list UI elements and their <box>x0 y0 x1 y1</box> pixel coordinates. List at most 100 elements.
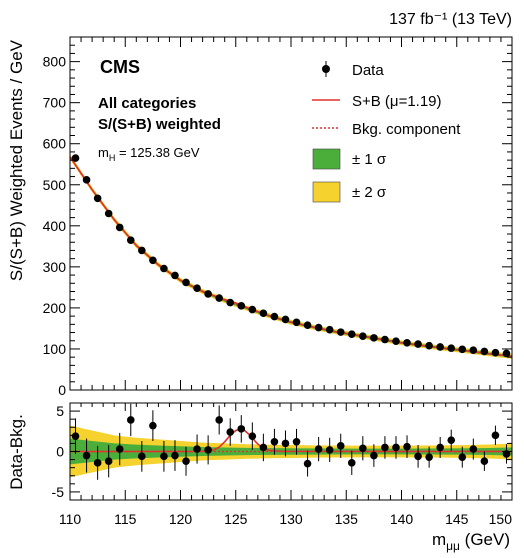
ratio-data-point <box>226 428 235 436</box>
legend-label-bkg: Bkg. component <box>352 121 461 138</box>
main-y-tick-label: 600 <box>43 136 67 152</box>
ratio-data-point <box>104 457 113 466</box>
ratio-data-point <box>425 453 433 461</box>
x-tick-label: 125 <box>224 511 248 527</box>
ratio-data-points <box>71 403 511 480</box>
main-band-2sigma <box>70 154 512 359</box>
ratio-data-point <box>325 446 334 454</box>
main-data-point <box>336 328 345 336</box>
category-label-line1: All categories <box>98 95 196 112</box>
category-label-line2: S/(S+B) weighted <box>98 116 221 133</box>
x-tick-label: 135 <box>335 511 359 527</box>
main-data-point <box>193 284 201 293</box>
main-data-point <box>93 194 102 203</box>
x-tick-label: 145 <box>445 511 469 527</box>
legend-item-data: Data <box>322 61 384 79</box>
x-tick-label: 140 <box>390 511 414 527</box>
main-band-1sigma <box>70 155 512 358</box>
ratio-data-point <box>336 442 345 450</box>
main-y-tick-label: 400 <box>43 218 67 234</box>
luminosity-label: 137 fb⁻¹ (13 TeV) <box>389 11 512 28</box>
main-data-point <box>425 341 433 350</box>
main-curves-layer <box>69 156 513 358</box>
ratio-data-point <box>270 438 279 446</box>
ratio-data-point <box>458 453 467 461</box>
main-data-point <box>436 343 444 351</box>
ratio-data-point <box>370 451 378 460</box>
main-data-point <box>381 335 389 344</box>
main-y-ticks: 0 100 200 300 400 500 600 700 800 <box>43 44 512 398</box>
main-data-point <box>138 246 146 255</box>
ratio-data-point <box>281 439 290 448</box>
legend-label-data: Data <box>352 62 384 79</box>
legend-item-band2: ± 2 σ <box>312 181 387 203</box>
ratio-data-point <box>248 432 257 440</box>
main-data-point <box>469 346 478 354</box>
main-data-point <box>126 236 135 244</box>
main-data-point <box>314 323 323 332</box>
main-data-point <box>347 330 356 338</box>
x-tick-label: 150 <box>489 511 513 527</box>
ratio-data-point <box>160 452 168 461</box>
ratio-data-point <box>303 459 312 468</box>
main-y-tick-label: 300 <box>43 259 67 275</box>
ratio-y-tick-label: 5 <box>56 403 64 419</box>
main-y-tick-label: 100 <box>43 341 67 357</box>
ratio-x-ticks: 110 115 120 125 130 135 140 145 150 <box>59 403 513 527</box>
ratio-data-point <box>469 445 478 453</box>
main-frame <box>69 36 513 391</box>
main-data-point <box>104 209 113 218</box>
ratio-data-point <box>480 457 489 466</box>
ratio-data-point <box>171 451 179 460</box>
ratio-y-axis-label: Data-Bkg. <box>7 414 26 490</box>
main-data-point <box>414 340 422 348</box>
legend-band1-swatch <box>312 148 341 170</box>
main-y-tick-label: 700 <box>43 95 67 111</box>
main-data-point <box>115 223 124 232</box>
ratio-data-point <box>259 443 268 452</box>
main-data-point <box>259 309 268 318</box>
ratio-data-point <box>138 452 146 461</box>
ratio-panel: -5 0 5 110 115 120 125 130 135 140 145 150 Data-Bk… <box>7 402 513 553</box>
x-axis-label: mμμ (GeV) <box>432 530 510 553</box>
ratio-y-tick-label: -5 <box>52 484 65 500</box>
x-tick-label: 115 <box>114 511 137 527</box>
main-data-point <box>325 325 334 334</box>
ratio-data-point <box>414 452 422 461</box>
ratio-data-point <box>314 445 323 453</box>
main-data-point <box>237 302 246 310</box>
main-y-tick-label: 800 <box>43 54 67 70</box>
main-data-point <box>182 278 190 287</box>
main-data-point <box>204 290 212 298</box>
ratio-data-point <box>193 445 201 453</box>
main-data-point <box>171 271 179 280</box>
main-panel: 0 100 200 300 400 500 600 700 800 S/(S+B) Weight… <box>7 36 513 398</box>
main-y-axis-label: S/(S+B) Weighted Events / GeV <box>7 39 26 281</box>
ratio-data-point <box>392 443 400 452</box>
main-data-point <box>458 345 467 354</box>
ratio-data-point <box>347 459 356 467</box>
main-data-point <box>491 348 500 357</box>
main-y-tick-label: 0 <box>58 382 66 398</box>
ratio-data-point <box>182 457 190 466</box>
main-data-point <box>370 334 378 342</box>
main-y-tick-label: 500 <box>43 177 67 193</box>
legend-data-marker <box>322 65 330 73</box>
main-y-tick-label: 200 <box>43 300 67 316</box>
main-data-point <box>226 298 235 307</box>
legend-label-band1: ± 1 σ <box>352 151 387 168</box>
ratio-data-point <box>149 421 157 430</box>
ratio-data-point <box>447 436 456 444</box>
main-data-point <box>160 264 168 273</box>
legend-item-sb: S+B (μ=1.19) <box>312 93 442 110</box>
ratio-data-point <box>82 451 91 460</box>
main-data-point <box>149 256 157 265</box>
ratio-data-point <box>436 443 444 452</box>
ratio-data-point <box>93 459 102 467</box>
ratio-data-point <box>292 438 301 446</box>
main-data-point <box>403 339 411 347</box>
main-data-point <box>281 315 290 324</box>
main-data-point <box>392 337 400 345</box>
main-data-point <box>82 176 91 184</box>
